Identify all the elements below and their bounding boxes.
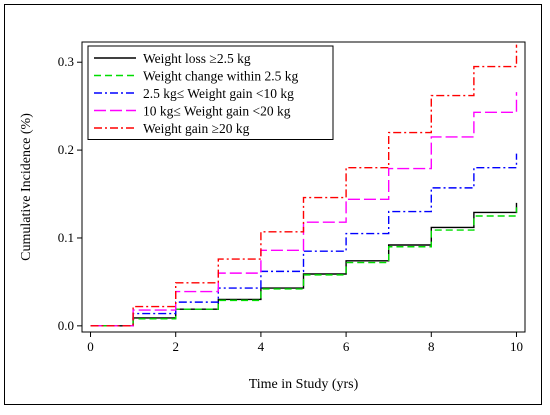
legend-label: Weight loss ≥2.5 kg [143, 51, 251, 66]
legend-label: 2.5 kg≤ Weight gain <10 kg [143, 86, 294, 101]
x-axis-label: Time in Study (yrs) [249, 377, 359, 392]
series-line-2 [90, 207, 518, 327]
legend-label: Weight gain ≥20 kg [143, 121, 250, 136]
series-line-1 [90, 202, 518, 327]
legend-label: 10 kg≤ Weight gain <20 kg [143, 104, 291, 119]
y-tick-label: 0.3 [58, 54, 74, 69]
y-tick-label: 0.0 [58, 318, 74, 333]
x-tick-label: 10 [510, 339, 523, 354]
x-tick-label: 2 [172, 339, 179, 354]
y-axis-label: Cumulative Incidence (%) [19, 113, 34, 261]
x-tick-label: 0 [87, 339, 94, 354]
y-axis: 0.0 0.1 0.2 0.3 [58, 54, 82, 333]
series-layer [90, 44, 518, 327]
y-tick-label: 0.2 [58, 142, 74, 157]
x-tick-label: 4 [258, 339, 265, 354]
series-line-5 [90, 44, 518, 327]
x-tick-label: 8 [428, 339, 435, 354]
plot-area [81, 41, 526, 333]
legend-label: Weight change within 2.5 kg [143, 69, 299, 84]
x-tick-label: 6 [343, 339, 350, 354]
figure-frame [4, 4, 542, 405]
legend: Weight loss ≥2.5 kg Weight change within … [87, 45, 334, 140]
y-tick-label: 0.1 [58, 230, 74, 245]
x-axis: 0 2 4 6 8 10 [87, 332, 523, 354]
